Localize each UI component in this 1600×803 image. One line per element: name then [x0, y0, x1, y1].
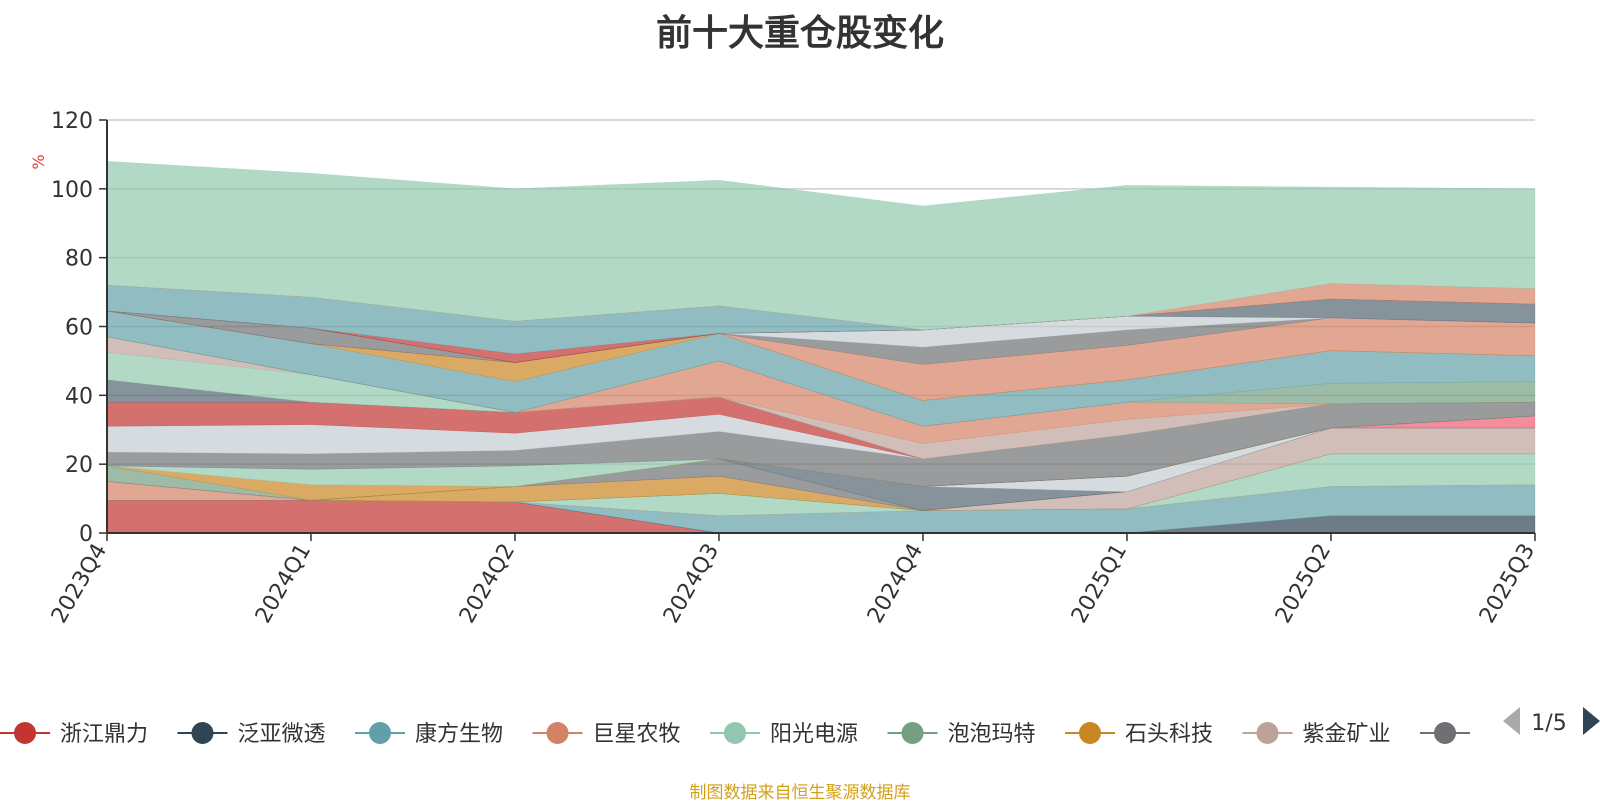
x-tick-label: 2025Q3 [1475, 540, 1540, 628]
legend-marker-icon [724, 722, 746, 744]
legend-item[interactable]: 巨星农牧 [532, 722, 681, 747]
legend-marker-icon [1434, 722, 1456, 744]
legend-marker-icon [1079, 722, 1101, 744]
y-tick-label: 120 [51, 109, 93, 134]
x-tick-labels: 2023Q4 2024Q1 2024Q2 2024Q3 2024Q4 2025Q1 2025… [47, 540, 1540, 628]
legend-label: 泛亚微透 [238, 722, 326, 747]
legend[interactable]: 浙江鼎力 泛亚微透 康方生物 巨星农牧 阳光电源 泡泡玛特 石头科技 紫金矿业 [0, 722, 1470, 747]
legend-marker-icon [1256, 722, 1279, 744]
y-tick-labels: 0 20 40 60 80 100 120 [51, 109, 93, 547]
x-tick-label: 2024Q2 [455, 540, 520, 628]
legend-marker-icon [369, 722, 391, 744]
legend-item[interactable]: 泛亚微透 [177, 722, 326, 747]
legend-label: 巨星农牧 [593, 722, 681, 747]
legend-item[interactable]: 康方生物 [355, 722, 503, 747]
legend-prev-icon[interactable] [1503, 707, 1520, 735]
legend-label: 康方生物 [415, 722, 503, 747]
y-tick-label: 20 [65, 453, 93, 478]
footer-source-note: 制图数据来自恒生聚源数据库 [689, 783, 911, 803]
area-series-group [106, 161, 1536, 534]
x-tick-label: 2024Q3 [659, 540, 724, 628]
legend-pager: 1/5 [1503, 707, 1600, 736]
legend-marker-icon [901, 722, 924, 744]
legend-label: 浙江鼎力 [60, 722, 148, 747]
area-series-33 [106, 161, 1536, 331]
y-tick-label: 60 [65, 316, 93, 341]
legend-item[interactable]: 阳光电源 [710, 722, 858, 747]
x-tick-label: 2025Q1 [1067, 540, 1132, 628]
legend-item[interactable]: 泡泡玛特 [887, 722, 1036, 747]
legend-label: 泡泡玛特 [948, 722, 1036, 747]
x-tick-label: 2025Q2 [1271, 540, 1336, 628]
y-tick-label: 40 [65, 384, 93, 409]
legend-item[interactable]: 紫金矿业 [1242, 722, 1391, 747]
legend-label: 阳光电源 [770, 722, 858, 747]
legend-page-indicator: 1/5 [1531, 711, 1566, 736]
x-tick-label: 2024Q4 [863, 540, 928, 628]
chart-title: 前十大重仓股变化 [655, 13, 944, 54]
legend-next-icon[interactable] [1583, 707, 1600, 735]
legend-label: 石头科技 [1125, 722, 1213, 747]
y-tick-label: 80 [65, 247, 93, 272]
x-tick-label: 2024Q1 [251, 540, 316, 628]
axes [99, 119, 1536, 541]
legend-marker-icon [14, 722, 36, 744]
legend-item[interactable]: 石头科技 [1065, 722, 1213, 747]
legend-item-partial[interactable] [1420, 722, 1470, 744]
y-tick-label: 100 [51, 178, 93, 203]
legend-marker-icon [191, 722, 214, 744]
y-axis-unit-label: % [29, 154, 48, 169]
legend-item[interactable]: 浙江鼎力 [0, 722, 148, 747]
legend-marker-icon [546, 722, 569, 744]
y-tick-label: 0 [79, 522, 93, 547]
legend-label: 紫金矿业 [1303, 722, 1391, 747]
x-tick-label: 2023Q4 [47, 540, 112, 628]
